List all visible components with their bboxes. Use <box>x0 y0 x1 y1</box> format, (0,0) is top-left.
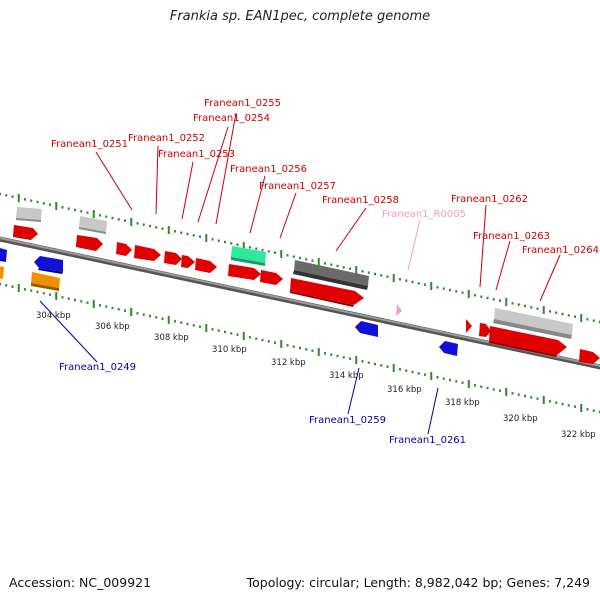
feature-red-2[interactable] <box>76 235 103 251</box>
gene-label-franean1-0251[interactable]: Franean1_0251 <box>51 139 128 150</box>
feature-red-11[interactable] <box>466 319 472 333</box>
gene-label-franean1-0261[interactable]: Franean1_0261 <box>389 435 466 446</box>
feature-red-13[interactable] <box>489 326 567 357</box>
gene-label-franean1-0255[interactable]: Franean1_0255 <box>204 98 281 109</box>
lower-tick-track <box>0 282 600 414</box>
forward-features <box>13 207 600 364</box>
gene-labels: Franean1_0255 Franean1_0254 Franean1_025… <box>51 98 599 446</box>
scale-label: 318 kbp <box>445 398 480 408</box>
gene-label-franean1-0258[interactable]: Franean1_0258 <box>322 195 399 206</box>
feature-grey-2[interactable] <box>79 216 107 234</box>
feature-red-6[interactable] <box>181 255 195 268</box>
gene-label-franean1-0262[interactable]: Franean1_0262 <box>451 194 528 205</box>
feature-red-8[interactable] <box>228 264 261 280</box>
upper-tick-track <box>0 192 600 324</box>
scale-label: 308 kbp <box>154 333 189 343</box>
feature-dark-1[interactable] <box>293 260 369 290</box>
gene-label-franean1-0256[interactable]: Franean1_0256 <box>230 164 307 175</box>
scale-label: 310 kbp <box>212 345 247 355</box>
gene-label-franean1-r0005[interactable]: Franean1_R0005 <box>382 209 466 220</box>
gene-label-franean1-0254[interactable]: Franean1_0254 <box>193 113 270 124</box>
feature-red-14[interactable] <box>579 349 600 364</box>
scale-label: 304 kbp <box>36 311 71 321</box>
feature-grey-1[interactable] <box>16 207 42 222</box>
feature-red-3[interactable] <box>116 242 132 256</box>
feature-grey-3[interactable] <box>493 308 573 339</box>
feature-red-7[interactable] <box>195 258 217 273</box>
gene-label-franean1-0259[interactable]: Franean1_0259 <box>309 415 386 426</box>
scale-labels: 304 kbp 306 kbp 308 kbp 310 kbp 312 kbp … <box>36 311 596 440</box>
feature-red-5[interactable] <box>164 251 182 265</box>
gene-label-franean1-0257[interactable]: Franean1_0257 <box>259 181 336 192</box>
feature-blue-1[interactable] <box>0 248 7 262</box>
feature-red-1[interactable] <box>13 225 38 240</box>
feature-red-4[interactable] <box>134 245 161 261</box>
accession-text: Accession: NC_009921 <box>9 575 152 590</box>
feature-blue-4[interactable] <box>439 341 458 356</box>
gene-label-franean1-0264[interactable]: Franean1_0264 <box>522 245 599 256</box>
feature-blue-2[interactable] <box>34 256 63 274</box>
scale-label: 306 kbp <box>95 322 130 332</box>
feature-red-12[interactable] <box>479 323 491 337</box>
scale-label: 316 kbp <box>387 385 422 395</box>
reverse-features <box>0 248 458 356</box>
feature-blue-3[interactable] <box>355 321 378 337</box>
leader-lines <box>39 112 561 435</box>
topology-summary: Topology: circular; Length: 8,982,042 bp… <box>246 575 590 590</box>
scale-label: 312 kbp <box>271 358 306 368</box>
scale-label: 320 kbp <box>503 414 538 424</box>
feature-orange-1[interactable] <box>0 266 4 279</box>
scale-label: 314 kbp <box>329 371 364 381</box>
feature-pink-rna[interactable] <box>396 304 402 316</box>
gene-label-franean1-0249[interactable]: Franean1_0249 <box>59 362 136 373</box>
feature-green-1[interactable] <box>231 246 266 266</box>
feature-orange-2[interactable] <box>31 272 60 291</box>
map-title: Frankia sp. EAN1pec, complete genome <box>169 9 431 24</box>
feature-red-10[interactable] <box>290 278 364 307</box>
scale-label: 322 kbp <box>561 430 596 440</box>
gene-label-franean1-0263[interactable]: Franean1_0263 <box>473 231 550 242</box>
gene-label-franean1-0252[interactable]: Franean1_0252 <box>128 133 205 144</box>
feature-red-9[interactable] <box>260 270 283 285</box>
gene-label-franean1-0253[interactable]: Franean1_0253 <box>158 149 235 160</box>
